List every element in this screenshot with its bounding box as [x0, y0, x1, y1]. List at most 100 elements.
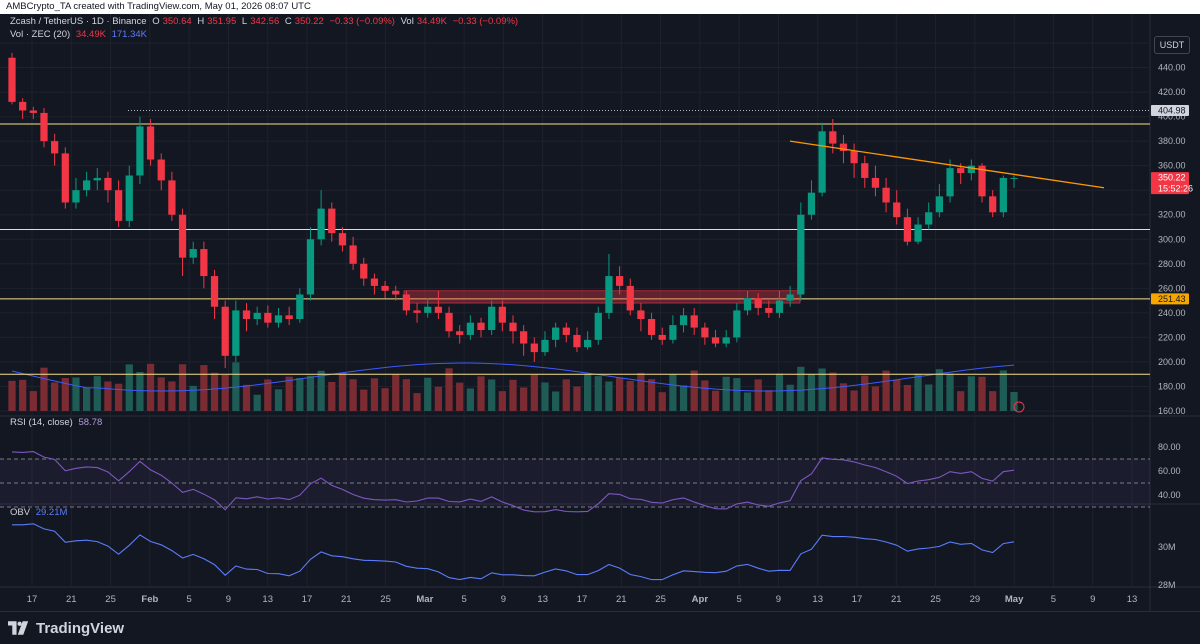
rsi-label[interactable]: RSI (14, close): [10, 417, 73, 428]
candle-body: [925, 212, 933, 225]
level-high-tag: 404.98: [1158, 105, 1186, 115]
volume-bar: [946, 373, 954, 411]
candle-body: [829, 131, 837, 144]
volume-bar: [701, 380, 709, 411]
candle-body: [861, 163, 869, 178]
volume-bar: [296, 378, 304, 411]
volume-bar: [754, 379, 762, 411]
candle-body: [626, 285, 634, 311]
candle-body: [647, 319, 656, 335]
candle-body: [637, 310, 645, 319]
vol-ma-label[interactable]: Vol · ZEC (20): [10, 29, 71, 40]
candle-body: [914, 224, 922, 242]
candle-body: [669, 325, 677, 340]
volume-bar: [935, 369, 944, 411]
volume-bar: [903, 385, 912, 411]
volume-bar: [967, 376, 975, 411]
vol-change-value: −0.33 (−0.09%): [452, 16, 519, 27]
rsi-legend[interactable]: RSI (14, close) 58.78: [10, 417, 105, 428]
volume-legend[interactable]: Vol · ZEC (20) 34.49K 171.34K: [10, 29, 150, 40]
time-tick-label: 13: [262, 594, 273, 605]
chart-area[interactable]: 460.00440.00420.00400.00380.00360.00340.…: [0, 14, 1200, 611]
alert-icon[interactable]: [1013, 401, 1025, 413]
symbol-name[interactable]: Zcash / TetherUS · 1D · Binance: [10, 16, 147, 27]
currency-button[interactable]: USDT: [1154, 36, 1190, 54]
candle-body: [562, 327, 570, 335]
volume-bar: [285, 376, 293, 411]
volume-bar: [541, 382, 549, 411]
time-tick-label: 9: [226, 594, 231, 605]
candle-body: [797, 214, 805, 295]
candle-body: [381, 285, 389, 291]
close-value: 350.22: [294, 16, 324, 27]
volume-bar: [61, 378, 69, 411]
volume-bar: [999, 370, 1007, 411]
candle-body: [242, 310, 251, 319]
high-value: 351.95: [207, 16, 237, 27]
volume-bar: [40, 367, 48, 411]
volume-bar: [306, 375, 315, 411]
volume-bar: [818, 368, 826, 411]
level-low-tag-bg: [1151, 293, 1189, 305]
volume-bar: [786, 384, 794, 411]
candle-body: [722, 337, 730, 344]
time-tick-label: 25: [930, 594, 941, 605]
candle-body: [573, 334, 581, 348]
volume-bar: [317, 370, 325, 411]
candle-body: [765, 307, 773, 313]
trendline: [789, 140, 1105, 189]
time-tick-label: 9: [776, 594, 781, 605]
candle-body: [978, 165, 986, 197]
candle-body: [72, 190, 80, 203]
volume-bar: [690, 370, 698, 411]
candle-body: [232, 310, 240, 356]
volume-bar: [424, 377, 432, 411]
candle-body: [29, 110, 37, 113]
volume-bar: [466, 388, 474, 411]
volume-bar: [370, 378, 379, 411]
candle-body: [338, 233, 347, 246]
volume-bar: [1010, 392, 1018, 411]
candle-body: [690, 315, 698, 328]
vol-label: Vol: [400, 16, 414, 27]
candle-body: [296, 294, 304, 319]
level-high-tag-bg: [1151, 104, 1189, 116]
rsi-tick-label: 40.00: [1158, 490, 1181, 500]
time-tick-label: 9: [501, 594, 506, 605]
candle-body: [957, 168, 965, 174]
candle-body: [370, 278, 379, 286]
price-tick-label: 160.00: [1158, 406, 1186, 416]
volume-bar: [893, 379, 901, 411]
obv-legend[interactable]: OBV 29.21M: [10, 507, 70, 518]
volume-bar: [850, 390, 858, 411]
price-tick-label: 260.00: [1158, 283, 1186, 293]
candle-body: [807, 192, 816, 215]
candle-body: [615, 276, 624, 286]
rsi-tick-label: 80.00: [1158, 442, 1181, 452]
vol-value: 34.49K: [416, 16, 447, 27]
time-tick-label: 17: [27, 594, 38, 605]
volume-bar: [775, 373, 784, 411]
candle-body: [178, 214, 187, 258]
footer-bar: TradingView: [0, 611, 1200, 644]
volume-bar: [733, 378, 741, 411]
volume-bar: [594, 376, 602, 411]
tradingview-logo[interactable]: TradingView: [8, 620, 124, 637]
symbol-legend[interactable]: Zcash / TetherUS · 1D · Binance O 350.64 …: [10, 16, 521, 27]
chart-canvas[interactable]: 460.00440.00420.00400.00380.00360.00340.…: [0, 14, 1200, 611]
price-tick-label: 200.00: [1158, 357, 1186, 367]
volume-bar: [615, 377, 624, 411]
candle-body: [168, 180, 176, 215]
time-tick-label: Feb: [141, 594, 158, 605]
candle-body: [19, 101, 27, 111]
level-low-tag: 251.43: [1158, 294, 1186, 304]
price-tick-label: 380.00: [1158, 136, 1186, 146]
volume-bar: [82, 387, 91, 411]
obv-label[interactable]: OBV: [10, 507, 31, 518]
time-tick-label: 25: [380, 594, 391, 605]
volume-bar: [136, 372, 144, 411]
volume-bar: [381, 388, 389, 411]
candle-body: [125, 175, 133, 221]
candle-body: [520, 331, 528, 344]
volume-bar: [274, 389, 283, 411]
